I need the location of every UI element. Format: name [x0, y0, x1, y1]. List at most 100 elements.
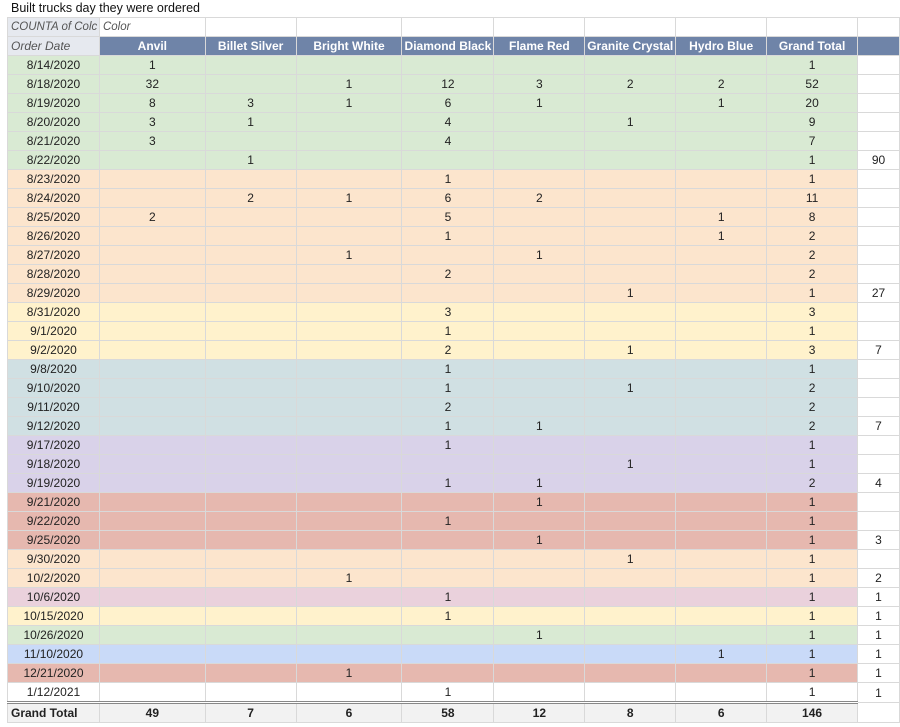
count-cell[interactable]	[295, 625, 403, 645]
count-cell[interactable]: 1	[584, 283, 677, 303]
row-total-cell[interactable]: 2	[766, 416, 859, 436]
count-cell[interactable]: 1	[584, 454, 677, 474]
count-cell[interactable]	[295, 226, 403, 246]
side-note-cell[interactable]: 7	[857, 416, 900, 436]
side-note-cell[interactable]: 2	[857, 568, 900, 588]
column-total-cell[interactable]: 58	[401, 701, 495, 723]
count-cell[interactable]	[295, 207, 403, 227]
sheet-title[interactable]: Built trucks day they were ordered	[11, 1, 200, 15]
count-cell[interactable]	[98, 549, 206, 569]
count-cell[interactable]	[675, 454, 768, 474]
count-cell[interactable]	[401, 644, 495, 664]
side-note-cell[interactable]	[857, 454, 900, 474]
row-total-cell[interactable]: 1	[766, 359, 859, 379]
count-cell[interactable]	[493, 682, 586, 703]
count-cell[interactable]	[584, 663, 677, 683]
count-cell[interactable]	[295, 302, 403, 322]
column-header-granite-crystal[interactable]: Granite Crystal	[584, 36, 677, 56]
count-cell[interactable]	[675, 302, 768, 322]
side-note-cell[interactable]	[857, 207, 900, 227]
order-date-cell[interactable]: 10/6/2020	[7, 587, 100, 607]
empty-cell[interactable]	[675, 17, 768, 37]
count-cell[interactable]	[584, 492, 677, 512]
count-cell[interactable]	[204, 378, 297, 398]
count-cell[interactable]: 1	[401, 378, 495, 398]
count-cell[interactable]	[493, 55, 586, 75]
count-cell[interactable]	[584, 359, 677, 379]
count-cell[interactable]: 1	[295, 188, 403, 208]
count-cell[interactable]	[295, 150, 403, 170]
count-cell[interactable]: 2	[401, 264, 495, 284]
empty-cell[interactable]	[857, 36, 900, 56]
count-cell[interactable]	[493, 207, 586, 227]
count-cell[interactable]: 1	[493, 93, 586, 113]
count-cell[interactable]	[675, 112, 768, 132]
grand-total-label[interactable]: Grand Total	[7, 701, 100, 723]
row-total-cell[interactable]: 9	[766, 112, 859, 132]
count-cell[interactable]	[98, 511, 206, 531]
side-note-cell[interactable]	[857, 131, 900, 151]
count-cell[interactable]	[584, 397, 677, 417]
count-cell[interactable]: 3	[98, 112, 206, 132]
count-cell[interactable]: 8	[98, 93, 206, 113]
count-cell[interactable]	[98, 416, 206, 436]
count-cell[interactable]	[98, 530, 206, 550]
column-header-bright-white[interactable]: Bright White	[295, 36, 403, 56]
side-note-cell[interactable]: 4	[857, 473, 900, 493]
count-cell[interactable]	[584, 530, 677, 550]
count-cell[interactable]: 1	[98, 55, 206, 75]
count-cell[interactable]	[584, 188, 677, 208]
count-cell[interactable]: 1	[401, 226, 495, 246]
count-cell[interactable]	[295, 416, 403, 436]
count-cell[interactable]	[401, 625, 495, 645]
count-cell[interactable]	[675, 397, 768, 417]
order-date-cell[interactable]: 8/24/2020	[7, 188, 100, 208]
empty-cell[interactable]	[857, 17, 900, 37]
row-total-cell[interactable]: 11	[766, 188, 859, 208]
side-note-cell[interactable]: 1	[857, 625, 900, 645]
column-header-hydro-blue[interactable]: Hydro Blue	[675, 36, 768, 56]
count-cell[interactable]	[98, 473, 206, 493]
count-cell[interactable]	[98, 302, 206, 322]
count-cell[interactable]	[295, 587, 403, 607]
order-date-cell[interactable]: 10/2/2020	[7, 568, 100, 588]
side-note-cell[interactable]	[857, 226, 900, 246]
count-cell[interactable]: 1	[675, 644, 768, 664]
count-cell[interactable]	[493, 302, 586, 322]
count-cell[interactable]	[493, 454, 586, 474]
count-cell[interactable]	[204, 226, 297, 246]
count-cell[interactable]	[584, 302, 677, 322]
side-note-cell[interactable]	[857, 492, 900, 512]
row-total-cell[interactable]: 1	[766, 644, 859, 664]
order-date-cell[interactable]: 9/2/2020	[7, 340, 100, 360]
order-date-cell[interactable]: 8/28/2020	[7, 264, 100, 284]
row-total-cell[interactable]: 2	[766, 473, 859, 493]
side-note-cell[interactable]: 1	[857, 644, 900, 664]
side-note-cell[interactable]: 1	[857, 606, 900, 626]
count-cell[interactable]: 1	[401, 321, 495, 341]
row-total-cell[interactable]: 7	[766, 131, 859, 151]
column-header-grand-total[interactable]: Grand Total	[766, 36, 859, 56]
count-cell[interactable]: 2	[204, 188, 297, 208]
count-cell[interactable]	[204, 245, 297, 265]
side-note-cell[interactable]	[857, 169, 900, 189]
count-cell[interactable]	[584, 226, 677, 246]
count-cell[interactable]: 1	[493, 492, 586, 512]
count-cell[interactable]	[675, 264, 768, 284]
count-cell[interactable]: 2	[584, 74, 677, 94]
count-cell[interactable]	[401, 55, 495, 75]
order-date-cell[interactable]: 9/12/2020	[7, 416, 100, 436]
count-cell[interactable]: 4	[401, 131, 495, 151]
side-note-cell[interactable]: 27	[857, 283, 900, 303]
count-cell[interactable]	[675, 245, 768, 265]
row-total-cell[interactable]: 3	[766, 302, 859, 322]
column-header-anvil[interactable]: Anvil	[98, 36, 206, 56]
count-cell[interactable]	[675, 321, 768, 341]
order-date-cell[interactable]: 1/12/2021	[7, 682, 100, 703]
count-cell[interactable]: 1	[295, 93, 403, 113]
count-cell[interactable]	[584, 587, 677, 607]
count-cell[interactable]	[401, 150, 495, 170]
side-note-cell[interactable]	[857, 188, 900, 208]
count-cell[interactable]	[675, 340, 768, 360]
count-cell[interactable]	[295, 378, 403, 398]
